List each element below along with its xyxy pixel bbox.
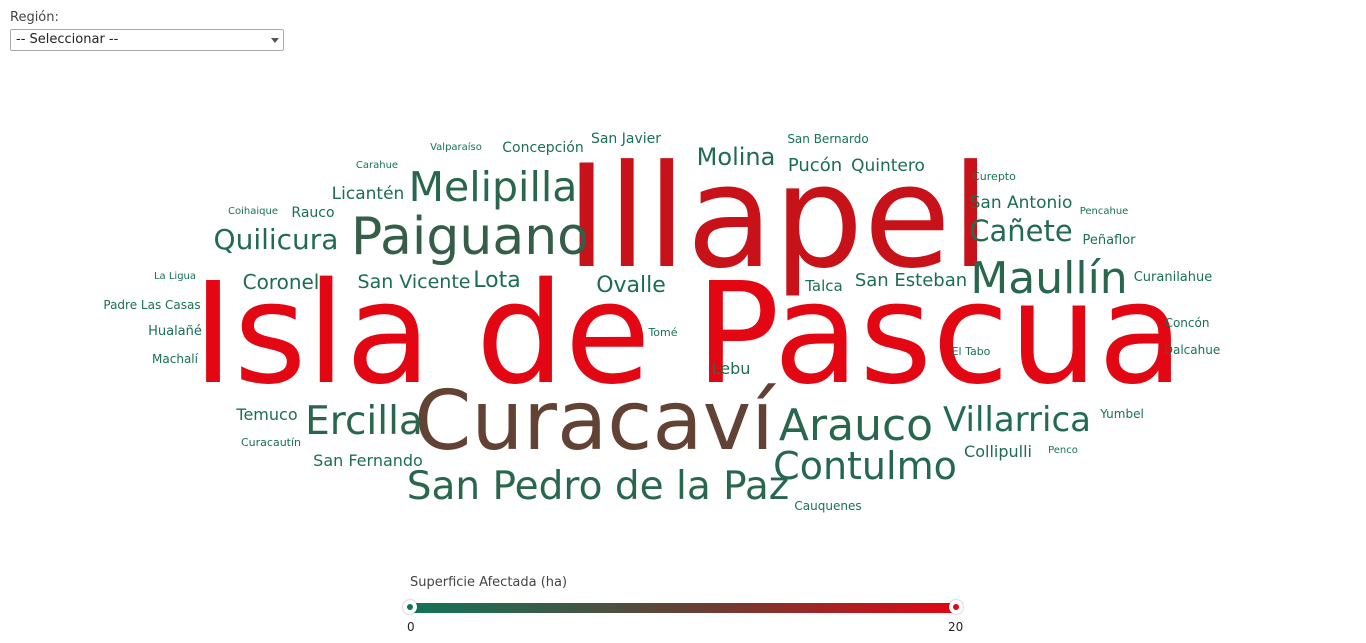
word-tome[interactable]: Tomé xyxy=(648,325,678,339)
word-san-bernardo[interactable]: San Bernardo xyxy=(787,132,869,146)
word-ercilla[interactable]: Ercilla xyxy=(305,398,423,444)
word-concon[interactable]: Concón xyxy=(1164,316,1210,330)
word-talca[interactable]: Talca xyxy=(805,276,843,295)
word-lota[interactable]: Lota xyxy=(473,268,521,293)
legend-min-handle[interactable] xyxy=(403,600,417,614)
word-quintero[interactable]: Quintero xyxy=(851,155,925,176)
legend-min-label: 0 xyxy=(407,620,415,634)
word-coihaique[interactable]: Coihaique xyxy=(228,206,278,217)
word-isla-de-pascua[interactable]: Isla de Pascua xyxy=(192,253,1184,416)
word-pencahue[interactable]: Pencahue xyxy=(1079,206,1129,217)
word-arauco[interactable]: Arauco xyxy=(778,400,934,451)
word-valparaiso[interactable]: Valparaíso xyxy=(430,142,482,153)
word-concepcion[interactable]: Concepción xyxy=(502,140,584,156)
word-la-ligua[interactable]: La Ligua xyxy=(153,271,197,282)
word-illapel[interactable]: Illapel xyxy=(565,135,991,300)
word-curanilahue[interactable]: Curanilahue xyxy=(1133,269,1213,285)
word-penco[interactable]: Penco xyxy=(1048,445,1078,456)
word-contulmo[interactable]: Contulmo xyxy=(773,444,957,488)
word-penaflor[interactable]: Peñaflor xyxy=(1082,232,1136,248)
word-carahue[interactable]: Carahue xyxy=(355,160,399,171)
word-san-vicente[interactable]: San Vicente xyxy=(357,270,471,293)
word-san-pedro-de-la-paz[interactable]: San Pedro de la Paz xyxy=(406,463,790,509)
word-padre-las-casas[interactable]: Padre Las Casas xyxy=(103,298,201,312)
word-san-fernando[interactable]: San Fernando xyxy=(313,451,423,470)
legend-max-handle[interactable] xyxy=(949,600,963,614)
word-licanten[interactable]: Licantén xyxy=(331,183,405,204)
word-temuco[interactable]: Temuco xyxy=(236,405,298,424)
word-san-esteban[interactable]: San Esteban xyxy=(854,270,968,291)
word-machali[interactable]: Machalí xyxy=(152,352,198,366)
word-san-antonio[interactable]: San Antonio xyxy=(969,192,1073,213)
legend-max-dot xyxy=(953,604,959,610)
word-dalcahue[interactable]: Dalcahue xyxy=(1163,343,1221,357)
word-el-tabo[interactable]: El Tabo xyxy=(951,344,991,358)
word-lebu[interactable]: Lebu xyxy=(711,359,751,378)
word-pucon[interactable]: Pucón xyxy=(787,155,843,176)
word-san-javier[interactable]: San Javier xyxy=(590,131,662,147)
word-cauquenes[interactable]: Cauquenes xyxy=(794,499,862,513)
word-curacavi[interactable]: Curacaví xyxy=(414,374,774,469)
word-curacautin[interactable]: Curacautín xyxy=(240,435,302,449)
word-villarrica[interactable]: Villarrica xyxy=(942,400,1092,440)
word-canete[interactable]: Cañete xyxy=(969,213,1073,248)
legend-min-dot xyxy=(407,604,413,610)
word-curepto[interactable]: Curepto xyxy=(972,169,1016,183)
word-maullin[interactable]: Maullín xyxy=(970,253,1128,304)
legend-gradient-bar xyxy=(410,603,956,613)
word-paiguano[interactable]: Paiguano xyxy=(351,207,589,267)
word-yumbel[interactable]: Yumbel xyxy=(1100,407,1144,421)
word-quilicura[interactable]: Quilicura xyxy=(213,223,339,256)
word-ovalle[interactable]: Ovalle xyxy=(596,273,666,298)
region-select[interactable]: -- Seleccionar -- xyxy=(10,29,284,51)
word-hualane[interactable]: Hualañé xyxy=(148,323,202,339)
word-melipilla[interactable]: Melipilla xyxy=(408,162,578,211)
legend-title: Superficie Afectada (ha) xyxy=(410,575,568,590)
word-coronel[interactable]: Coronel xyxy=(242,270,320,294)
word-collipulli[interactable]: Collipulli xyxy=(964,442,1032,461)
word-rauco[interactable]: Rauco xyxy=(291,205,335,221)
region-select-value: -- Seleccionar -- xyxy=(16,32,119,47)
chevron-down-icon xyxy=(271,38,279,43)
legend-max-label: 20 xyxy=(948,620,964,634)
region-label: Región: xyxy=(10,10,59,25)
word-molina[interactable]: Molina xyxy=(696,143,776,171)
